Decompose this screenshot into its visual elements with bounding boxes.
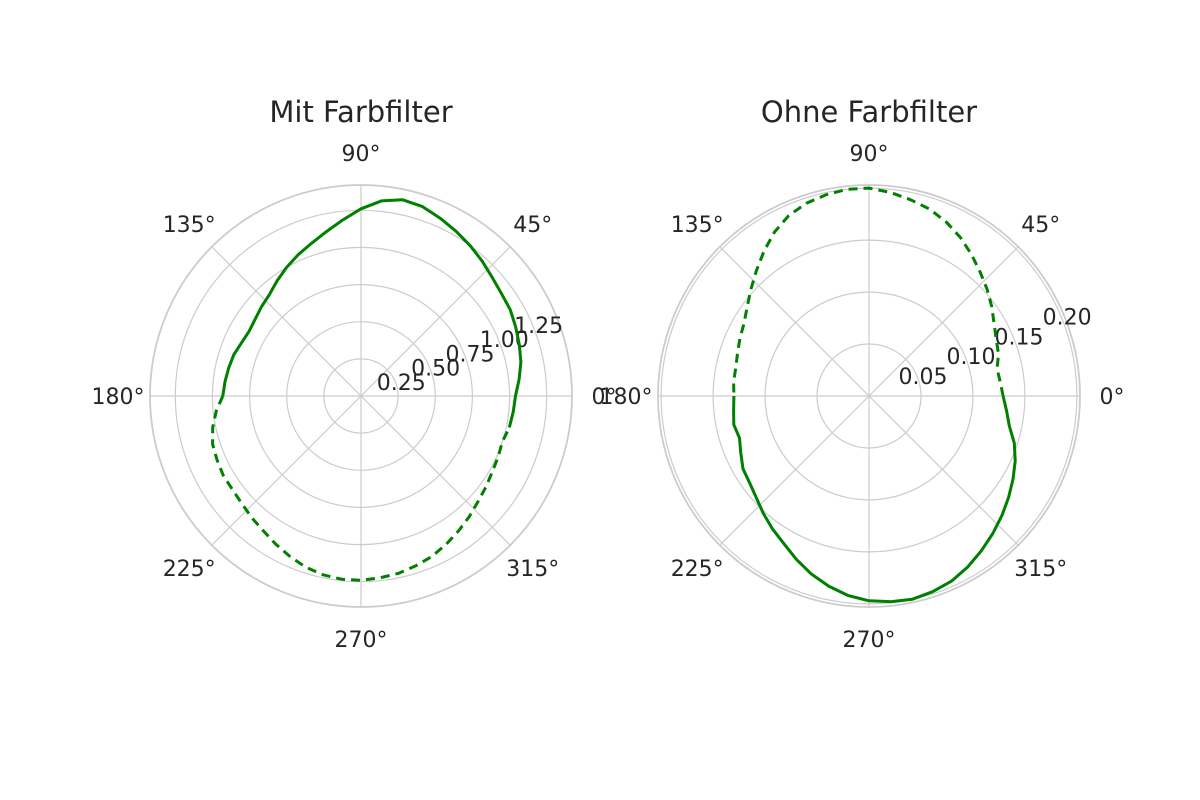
angle-tick-label: 225° xyxy=(163,557,216,582)
angle-tick-label: 315° xyxy=(506,557,559,582)
angle-tick-label: 270° xyxy=(843,628,896,653)
radius-gridline xyxy=(286,321,436,471)
polar-grid xyxy=(149,184,573,608)
angle-tick-label: 270° xyxy=(335,628,388,653)
angle-tick-labels: 0° 45° 90° 135° 180° 225° 270° 315° xyxy=(92,142,617,653)
angle-tick-label: 315° xyxy=(1014,557,1067,582)
dashed-series-line xyxy=(211,395,511,582)
radial-tick-label: 0.10 xyxy=(947,345,996,370)
chart-title: Ohne Farbfilter xyxy=(761,95,977,129)
radial-tick-label: 0.25 xyxy=(377,371,426,396)
angle-tick-label: 0° xyxy=(592,385,617,410)
radial-tick-label: 0.20 xyxy=(1043,305,1092,330)
angle-gridline xyxy=(868,246,1019,397)
angle-tick-label: 0° xyxy=(1100,385,1125,410)
angle-gridline xyxy=(719,395,870,546)
angle-tick-labels: 0° 45° 90° 135° 180° 225° 270° 315° xyxy=(600,142,1125,653)
radius-gridline xyxy=(323,358,399,434)
angle-tick-label: 135° xyxy=(671,213,724,238)
angle-tick-label: 180° xyxy=(92,385,145,410)
solid-series-line xyxy=(732,395,1017,604)
solid-series-line xyxy=(221,198,523,428)
polar-chart-ohne-farbfilter: Ohne Farbfilter 0° 45° 90° 135° 180° 225° 270°… xyxy=(600,95,1125,653)
polar-frame xyxy=(657,184,1081,608)
angle-tick-label: 45° xyxy=(1021,213,1060,238)
chart-title: Mit Farbfilter xyxy=(269,95,452,129)
radius-gridline xyxy=(764,291,974,501)
radial-tick-label: 0.50 xyxy=(411,357,460,382)
data-series xyxy=(211,198,523,582)
polar-grid xyxy=(657,184,1081,608)
dashed-series-line xyxy=(732,186,1005,397)
angle-tick-label: 180° xyxy=(600,385,653,410)
radial-tick-label: 0.15 xyxy=(995,325,1044,350)
angle-gridline xyxy=(360,246,511,397)
angle-gridline xyxy=(360,395,511,546)
radial-tick-labels: 0.250.500.751.001.25 xyxy=(377,314,563,396)
angle-tick-label: 90° xyxy=(342,142,381,167)
radius-gridline xyxy=(816,343,922,449)
angle-gridline xyxy=(719,246,870,397)
polar-chart-mit-farbfilter: Mit Farbfilter 0° 45° 90° 135° 180° 225° 270° 3… xyxy=(92,95,617,653)
angle-tick-label: 45° xyxy=(513,213,552,238)
radial-tick-label: 0.05 xyxy=(899,365,948,390)
data-series xyxy=(732,186,1017,604)
radial-tick-labels: 0.050.100.150.20 xyxy=(899,305,1092,390)
polar-frame xyxy=(149,184,573,608)
radius-gridline xyxy=(211,246,511,546)
angle-gridline xyxy=(211,246,362,397)
radial-tick-label: 0.75 xyxy=(446,342,495,367)
angle-tick-label: 135° xyxy=(163,213,216,238)
angle-gridline xyxy=(211,395,362,546)
radius-gridline xyxy=(712,239,1026,553)
radius-gridline xyxy=(249,284,474,509)
angle-tick-label: 225° xyxy=(671,557,724,582)
radial-tick-label: 1.25 xyxy=(514,314,563,339)
angle-gridline xyxy=(868,395,1019,546)
angle-tick-label: 90° xyxy=(850,142,889,167)
